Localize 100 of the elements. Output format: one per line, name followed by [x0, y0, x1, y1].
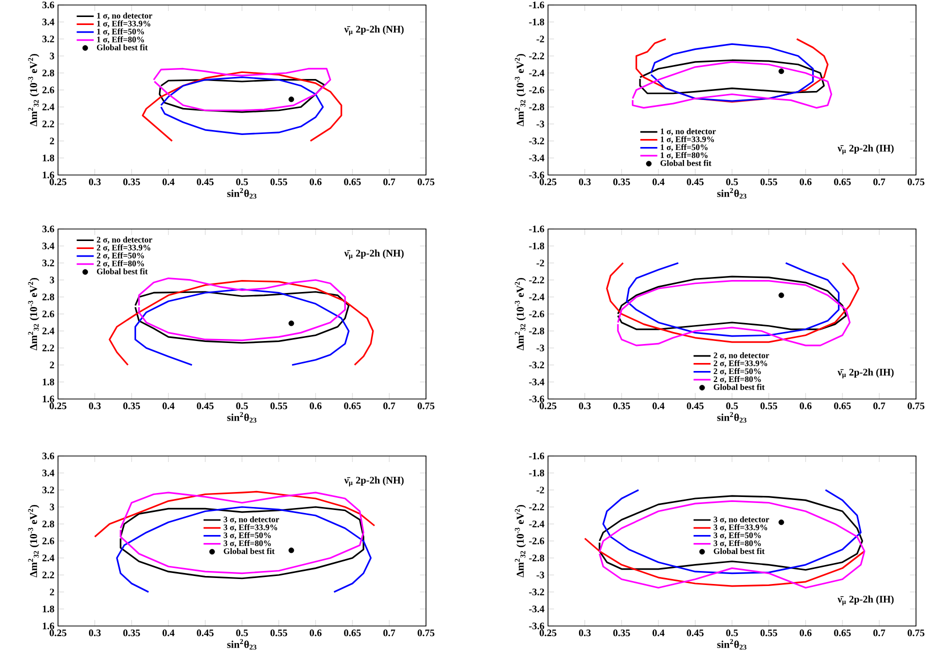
x-tick-label: 0.35 [123, 178, 140, 186]
y-tick-label: -2.6 [529, 86, 544, 94]
y-tick-label: -2.2 [529, 504, 544, 510]
y-tick-label: 2.4 [42, 328, 54, 334]
x-tick-label: 0.7 [873, 402, 886, 410]
legend-label: Global best fit [660, 160, 712, 166]
y-tick-label: 2.6 [42, 538, 54, 544]
legend-label: 2 σ, Eff=50% [714, 368, 761, 376]
legend-label: Global best fit [96, 44, 148, 50]
x-tick-label: 0.45 [686, 178, 704, 186]
y-tick-label: -1.8 [529, 242, 544, 250]
legend-label: 3 σ, Eff=33.9% [714, 524, 768, 532]
x-axis-title: sin$^{2}$θ$_{23}$ [717, 412, 746, 423]
y-tick-label: 3.2 [42, 260, 54, 266]
line-series [138, 277, 346, 342]
legend-label: 3 σ, Eff=80% [224, 540, 271, 548]
y-tick-label: -3.4 [529, 606, 544, 612]
line-series [160, 76, 324, 135]
x-tick-label: 0.75 [908, 630, 924, 636]
legend-label: 2 σ, Eff=50% [96, 252, 144, 260]
y-tick-label: 1.8 [42, 606, 54, 612]
y-tick-label: 2 [50, 362, 54, 368]
x-tick-label: 0.55 [760, 402, 778, 410]
legend-label: 2 σ, Eff=80% [96, 260, 144, 268]
x-tick-label: 0.75 [418, 630, 434, 636]
y-tick-label: -1.8 [529, 18, 544, 26]
x-tick-label: 0.65 [344, 402, 361, 410]
x-tick-label: 0.65 [834, 630, 851, 636]
x-tick-label: 0.5 [726, 178, 738, 186]
x-tick-label: 0.3 [88, 402, 101, 410]
legend-label: 1 σ, Eff=80% [97, 36, 144, 44]
x-tick-label: 0.65 [834, 178, 851, 186]
line-series [626, 262, 840, 337]
annotation: ν̄$_{μ}$ 2p-2h (NH) [344, 476, 404, 486]
line-series [617, 276, 847, 330]
y-tick-label: -2.6 [529, 310, 544, 318]
line-series [116, 506, 372, 593]
x-tick-label: 0.6 [310, 178, 322, 186]
y-tick-label: 3.4 [42, 18, 54, 26]
legend-label: 3 σ, Eff=50% [224, 532, 271, 540]
y-tick-label: -3.2 [529, 138, 544, 144]
y-tick-label: 3.2 [42, 36, 54, 42]
annotation: ν̄$_{μ}$ 2p-2h (IH) [838, 144, 894, 154]
x-tick-label: 0.25 [50, 178, 66, 186]
line-series [650, 43, 814, 102]
x-tick-label: 0.4 [162, 178, 174, 186]
x-tick-label: 0.3 [88, 178, 101, 186]
x-tick-label: 0.55 [760, 630, 778, 636]
legend-label: 1 σ, Eff=33.9% [660, 136, 714, 144]
x-tick-label: 0.55 [270, 178, 288, 186]
x-tick-label: 0.5 [236, 630, 248, 636]
y-tick-label: 2 [50, 588, 54, 596]
y-tick-label: -2 [536, 486, 544, 494]
legend-label: 2 σ, Eff=33.9% [96, 244, 150, 252]
legend-label: Global best fit [714, 548, 765, 554]
legend-label: 3 σ, Eff=33.9% [224, 524, 278, 532]
y-tick-label: 1.6 [42, 622, 54, 630]
x-tick-label: 0.45 [196, 630, 214, 636]
legend-label: Global best fit [96, 268, 148, 274]
y-tick-label: 3 [50, 504, 54, 510]
y-tick-label: -1.6 [529, 452, 544, 460]
y-tick-label: -3.6 [529, 396, 544, 402]
x-tick-label: 0.75 [418, 402, 434, 410]
x-tick-label: 0.35 [123, 402, 140, 410]
annotation: ν̄$_{μ}$ 2p-2h (IH) [838, 596, 894, 606]
legend-label: 1 σ, Eff=80% [660, 152, 708, 160]
x-tick-label: 0.25 [540, 178, 556, 186]
legend-label: 1 σ, Eff=33.9% [97, 20, 150, 28]
legend-label: 2 σ, Eff=80% [714, 376, 761, 384]
x-tick-label: 0.75 [418, 178, 434, 186]
x-tick-label: 0.45 [196, 178, 214, 186]
x-tick-label: 0.5 [236, 402, 248, 410]
line-series [598, 500, 866, 589]
x-tick-label: 0.75 [908, 402, 924, 410]
y-tick-label: -2.4 [529, 520, 544, 528]
x-tick-label: 0.6 [310, 402, 322, 410]
x-tick-label: 0.6 [800, 178, 812, 186]
y-tick-label: -2.8 [529, 328, 544, 334]
legend-label: 2 σ, Eff=33.9% [714, 360, 768, 368]
y-tick-label: -3 [536, 572, 544, 578]
y-tick-label: 2.4 [42, 104, 54, 110]
legend-label: 3 σ, no detector [224, 516, 280, 524]
y-tick-label: -2 [536, 260, 544, 266]
y-tick-label: 3 [50, 276, 54, 284]
legend-label: 3 σ, Eff=50% [714, 532, 761, 540]
x-tick-label: 0.4 [162, 630, 174, 636]
legend-label: Global best fit [714, 384, 765, 390]
y-tick-label: 3.6 [42, 226, 54, 232]
x-tick-label: 0.45 [686, 402, 704, 410]
x-tick-label: 0.6 [800, 630, 812, 636]
y-tick-label: -2.2 [529, 52, 544, 60]
y-tick-label: 1.8 [42, 154, 54, 162]
x-tick-label: 0.7 [383, 178, 396, 186]
legend-label: 1 σ, Eff=50% [97, 28, 144, 36]
y-tick-label: -2 [536, 36, 544, 42]
line-series [134, 288, 350, 366]
legend-label: 2 σ, no detector [714, 352, 770, 360]
line-series [158, 78, 326, 113]
x-axis-title: sin$^{2}$θ$_{23}$ [717, 188, 746, 199]
y-tick-label: -2.6 [529, 538, 544, 544]
